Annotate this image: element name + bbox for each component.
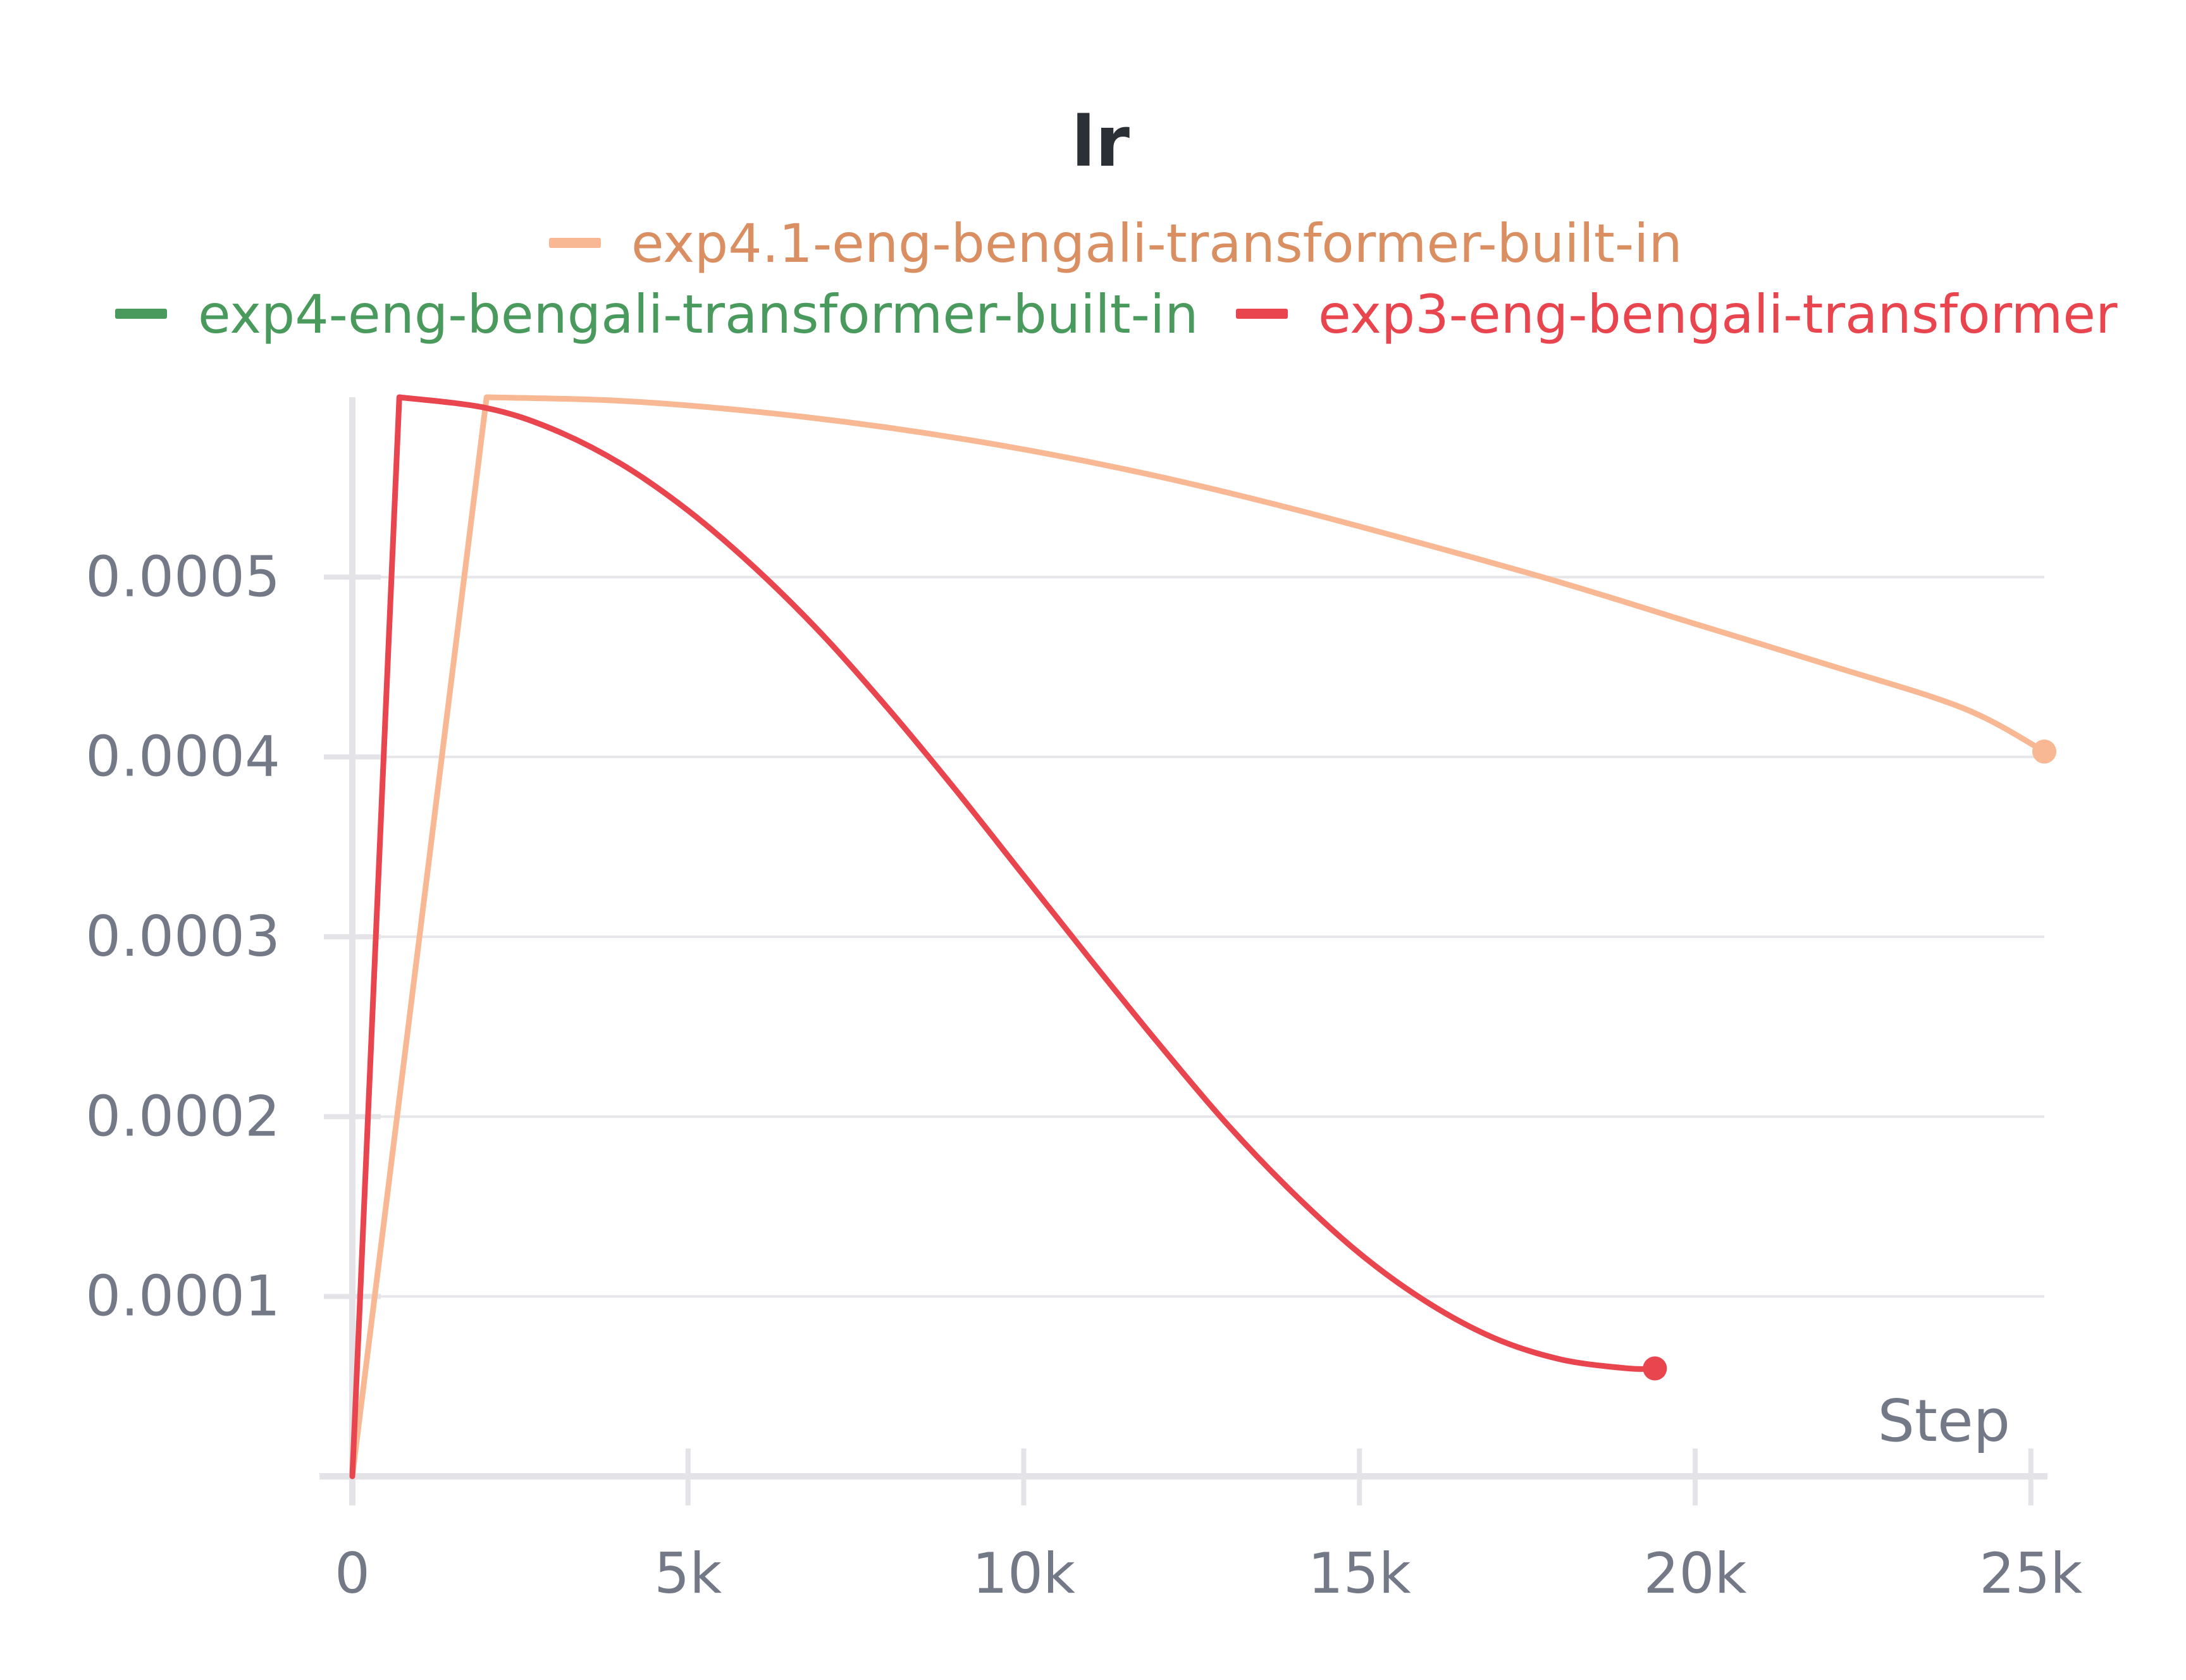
y-tick-label: 0.0003 [85, 904, 280, 969]
series-lines [349, 394, 2056, 1479]
series-end-marker-0[interactable] [2032, 739, 2056, 764]
x-tick-label: 25k [1979, 1541, 2082, 1606]
x-axis-title: Step [1878, 1387, 2010, 1455]
chart-title: lr [1071, 101, 1130, 182]
x-tick-label: 10k [972, 1541, 1075, 1606]
series-end-marker-2[interactable] [1643, 1356, 1667, 1381]
legend-label: exp4-eng-bengali-transformer-built-in [198, 283, 1199, 345]
legend-swatch [549, 238, 601, 248]
legend-swatch [115, 309, 167, 319]
x-tick-label: 20k [1644, 1541, 1747, 1606]
legend[interactable]: exp4.1-eng-bengali-transformer-built-in … [115, 213, 2118, 345]
y-tick-label: 0.0001 [85, 1264, 280, 1329]
y-tick-label: 0.0005 [85, 544, 280, 609]
legend-item-exp3[interactable]: exp3-eng-bengali-transformer [1236, 283, 2118, 345]
legend-item-exp4[interactable]: exp4-eng-bengali-transformer-built-in [115, 283, 1199, 345]
axes [319, 397, 2047, 1505]
y-tick-label: 0.0002 [85, 1084, 280, 1149]
x-tick-label: 0 [335, 1541, 370, 1606]
legend-label: exp4.1-eng-bengali-transformer-built-in [631, 213, 1683, 275]
gridlines [324, 576, 2044, 1298]
x-tick-label: 15k [1308, 1541, 1411, 1606]
series-line-0[interactable] [349, 394, 2047, 1479]
x-tick-label: 5k [654, 1541, 722, 1606]
legend-item-exp4-1[interactable]: exp4.1-eng-bengali-transformer-built-in [549, 213, 1683, 275]
tick-labels: 0.0001 0.0002 0.0003 0.0004 0.0005 0 5k 10k 15k 2… [85, 544, 2082, 1606]
legend-swatch [1236, 309, 1288, 319]
series-line-2[interactable] [349, 394, 1658, 1479]
legend-label: exp3-eng-bengali-transformer [1318, 283, 2118, 345]
y-tick-label: 0.0004 [85, 724, 280, 789]
